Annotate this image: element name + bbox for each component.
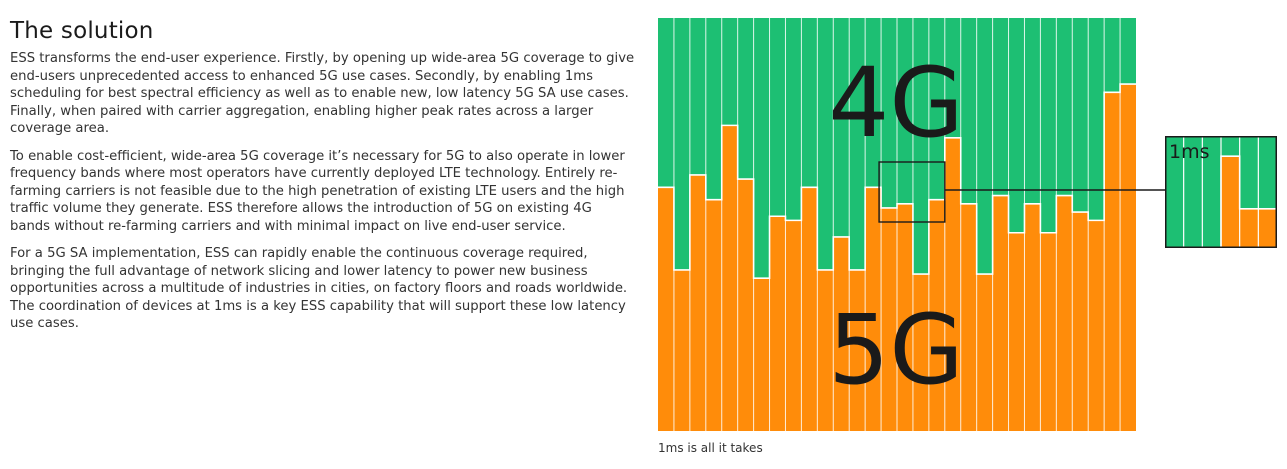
zoom-nr-bar [1258,208,1277,248]
nr-bar [881,207,898,431]
nr-bar [865,187,882,431]
spectrum-chart: 4G 5G [658,18,1136,431]
zoom-label: 1ms [1169,141,1210,163]
nr-bar [1008,232,1025,431]
zoom-nr-bar [1239,208,1259,248]
nr-bar [912,274,930,431]
nr-bar [992,195,1010,431]
nr-bar [1040,232,1057,431]
nr-bar [849,269,866,431]
nr-bar [769,216,786,431]
nr-bar [753,278,771,431]
nr-bar [1024,203,1041,431]
paragraph: For a 5G SA implementation, ESS can rapi… [10,246,628,331]
section-title: The solution [10,18,154,44]
paragraph: ESS transforms the end-user experience. … [10,51,635,136]
zoom-nr-bar [1221,156,1241,248]
spectrum-sharing-figure: 4G 5G [658,18,1136,431]
nr-bar [737,179,755,431]
paragraph: To enable cost-efficient, wide-area 5G c… [10,148,625,234]
label-4g: 4G [828,47,963,159]
highlight-box [878,161,946,223]
figure-caption: 1ms is all it takes [658,441,763,455]
zoom-inset: 1ms [1165,136,1277,248]
nr-bar [833,236,850,431]
nr-bar [976,274,994,431]
article: The solution ESS transforms the end-user… [10,18,635,343]
label-5g: 5G [828,294,963,406]
nr-bar [1120,84,1136,431]
zoom-boundary-line [1165,155,1277,248]
nr-bar [801,187,818,431]
nr-bar [658,187,675,431]
nr-bar [1104,92,1121,431]
nr-bar [705,199,723,431]
nr-bar [928,199,946,431]
nr-bar [785,220,802,431]
nr-bar [897,203,914,431]
nr-bar [817,269,834,431]
nr-bar [1072,212,1089,431]
zoom-frame [1165,136,1277,248]
nr-bar [1056,195,1073,431]
nr-bar [960,203,978,431]
nr-bar [721,125,739,431]
nr-bar [689,174,707,431]
nr-bar [1088,220,1105,431]
nr-bar [673,269,691,431]
nr-bar [944,137,962,431]
